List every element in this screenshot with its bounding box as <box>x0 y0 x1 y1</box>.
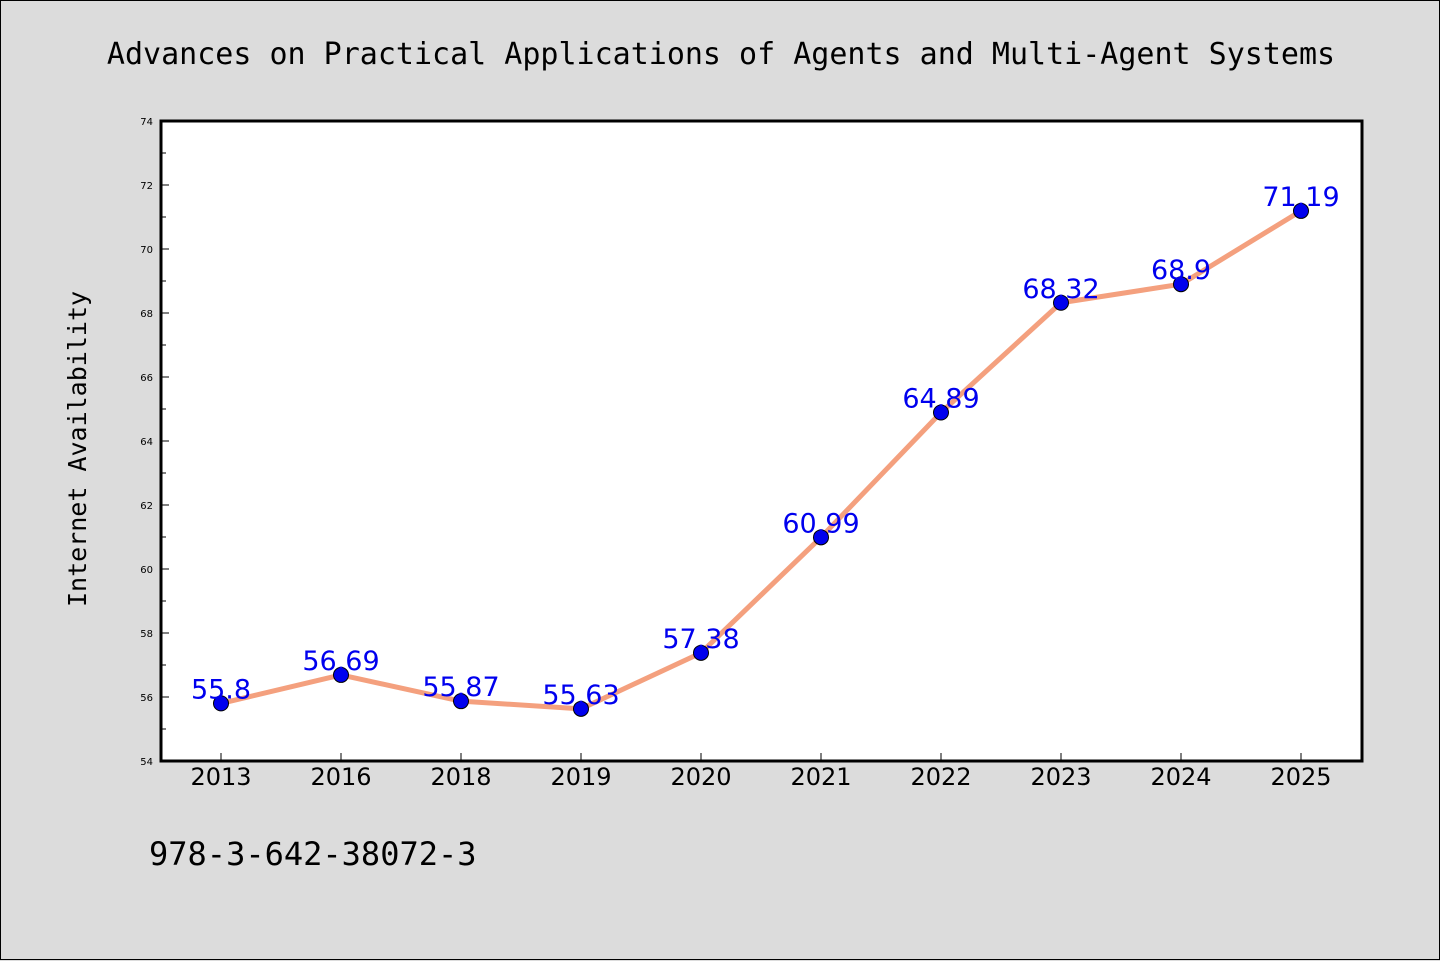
y-tick-label: 70 <box>140 245 153 256</box>
x-tick-label: 2024 <box>1150 763 1211 791</box>
x-tick-label: 2016 <box>310 763 371 791</box>
y-tick-label: 74 <box>140 117 153 128</box>
data-point <box>573 700 589 717</box>
data-label: 64.89 <box>902 384 979 415</box>
data-label: 68.9 <box>1151 255 1211 286</box>
y-axis-ticks: 54 56 58 60 62 64 66 68 70 72 74 <box>140 117 169 768</box>
data-label: 56.69 <box>302 646 379 677</box>
y-tick-label: 68 <box>140 309 153 320</box>
y-tick-label: 62 <box>140 501 153 512</box>
y-axis-label: Internet Availability <box>63 291 92 607</box>
series-layer <box>213 202 1309 717</box>
y-tick-label: 64 <box>140 437 153 448</box>
data-point <box>693 644 709 661</box>
data-point <box>333 666 349 683</box>
data-label: 57.38 <box>662 624 739 655</box>
x-tick-label: 2019 <box>550 763 611 791</box>
data-point <box>1053 294 1069 311</box>
x-tick-label: 2013 <box>190 763 251 791</box>
series-line <box>218 208 1304 712</box>
x-tick-label: 2020 <box>670 763 731 791</box>
y-tick-label: 72 <box>140 181 153 192</box>
data-point <box>1293 202 1309 219</box>
y-tick-label: 58 <box>140 629 153 640</box>
data-point <box>1173 276 1189 293</box>
data-point <box>213 695 229 712</box>
plot-area <box>159 119 1364 763</box>
isbn-footnote: 978-3-642-38072-3 <box>149 835 477 873</box>
y-tick-label: 54 <box>140 757 153 768</box>
data-label: 71.19 <box>1262 182 1339 213</box>
data-label: 60.99 <box>782 508 859 539</box>
y-tick-label: 66 <box>140 373 153 384</box>
x-tick-label: 2023 <box>1030 763 1091 791</box>
data-point <box>453 693 469 710</box>
x-axis-ticks: 2013 2016 2018 2019 2020 2021 2022 2023 2024 2025 <box>190 753 1332 791</box>
chart-title: Advances on Practical Applications of Ag… <box>107 37 1335 72</box>
data-point <box>813 529 829 546</box>
x-tick-label: 2025 <box>1270 763 1331 791</box>
data-label-layer: 55.8 56.69 55.87 55.63 57.38 60.99 64.89 68.32 6… <box>191 182 1340 711</box>
data-label: 55.63 <box>542 680 619 711</box>
x-tick-label: 2021 <box>790 763 851 791</box>
y-tick-label: 56 <box>140 693 153 704</box>
data-point <box>933 404 949 421</box>
x-tick-label: 2018 <box>430 763 491 791</box>
y-tick-label: 60 <box>140 565 153 576</box>
data-label: 68.32 <box>1022 274 1099 305</box>
x-tick-label: 2022 <box>910 763 971 791</box>
data-label: 55.8 <box>191 674 251 705</box>
data-label: 55.87 <box>422 672 499 703</box>
